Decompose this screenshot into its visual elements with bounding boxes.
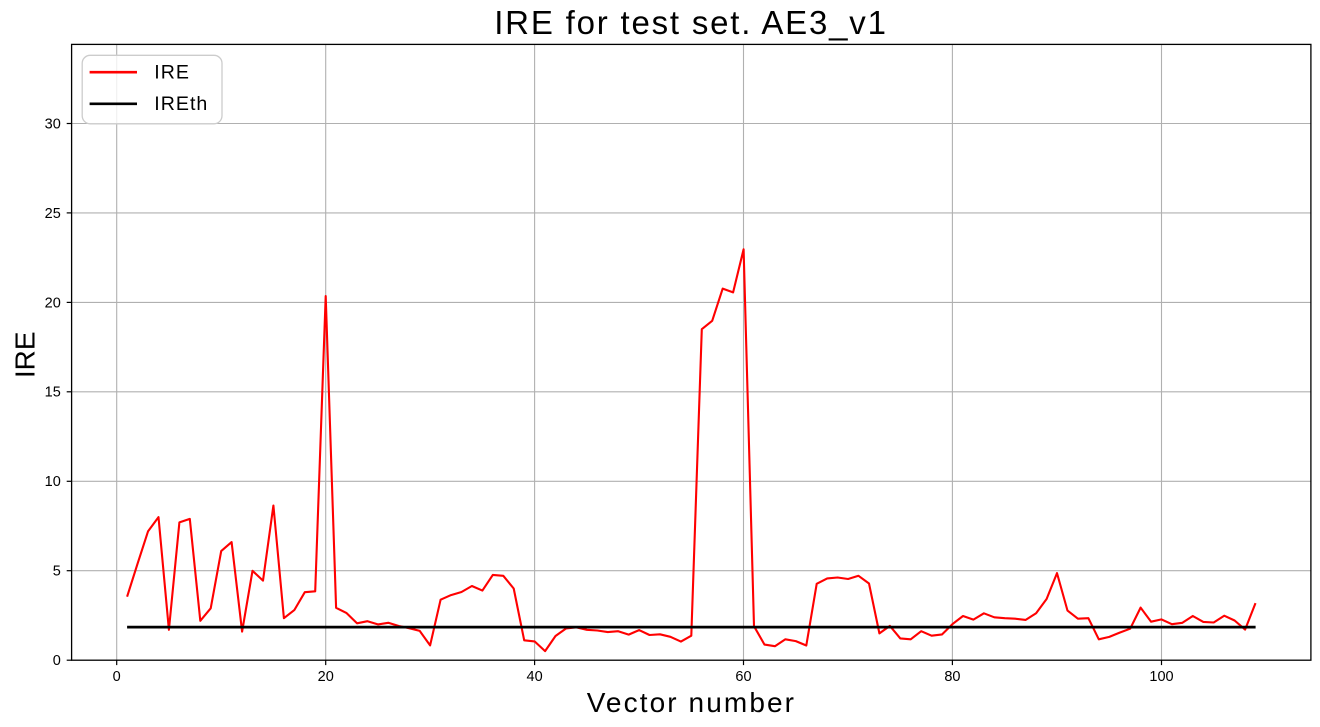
svg-text:80: 80: [944, 669, 960, 685]
svg-text:25: 25: [45, 206, 61, 222]
svg-text:10: 10: [45, 474, 61, 490]
svg-text:IRE: IRE: [10, 331, 41, 378]
svg-text:0: 0: [53, 653, 61, 669]
svg-text:5: 5: [53, 564, 61, 580]
svg-text:30: 30: [45, 116, 61, 132]
svg-text:IREth: IREth: [154, 93, 208, 115]
svg-text:Vector number: Vector number: [587, 687, 796, 718]
svg-text:20: 20: [318, 669, 334, 685]
svg-text:IRE for test set. AE3_v1: IRE for test set. AE3_v1: [494, 4, 888, 41]
svg-text:IRE: IRE: [154, 62, 190, 84]
svg-text:60: 60: [735, 669, 751, 685]
svg-text:100: 100: [1149, 669, 1173, 685]
svg-text:15: 15: [45, 385, 61, 401]
svg-text:40: 40: [527, 669, 543, 685]
svg-text:0: 0: [113, 669, 121, 685]
svg-text:20: 20: [45, 295, 61, 311]
